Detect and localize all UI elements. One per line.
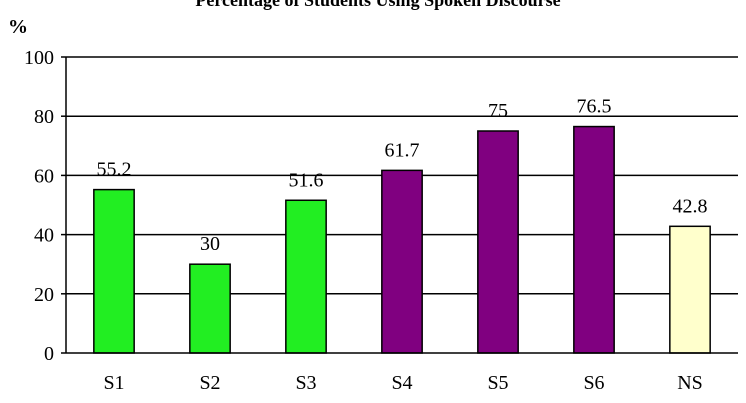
y-tick-label: 80	[34, 106, 54, 128]
bars	[93, 125, 711, 354]
labels: 0 20 40 60 80 100 55.2 S1 30 S2 51.6 S3 61.7 S4 75 S5 76…	[24, 47, 708, 394]
x-tick-label: S5	[487, 372, 508, 394]
value-label: 42.8	[673, 195, 708, 217]
bar-s5	[477, 130, 519, 354]
bar-s1	[93, 188, 135, 354]
chart-title: Percentage of Students Using Spoken Disc…	[195, 0, 560, 10]
value-label: 51.6	[289, 169, 324, 191]
x-tick-label: NS	[677, 372, 703, 394]
value-label: 76.5	[577, 96, 612, 118]
y-tick-label: 20	[34, 284, 54, 306]
x-tick-label: S6	[583, 372, 604, 394]
y-tick-label: 40	[34, 225, 54, 247]
bar-s4	[381, 169, 423, 354]
x-tick-label: S3	[295, 372, 316, 394]
value-label: 55.2	[97, 159, 132, 181]
x-tick-label: S4	[391, 372, 412, 394]
value-label: 75	[488, 100, 508, 122]
axes	[61, 56, 738, 354]
value-label: 61.7	[385, 139, 420, 161]
bar-s3	[285, 199, 327, 354]
bar-s6	[573, 125, 615, 354]
x-tick-label: S1	[103, 372, 124, 394]
bar-s2	[189, 263, 231, 354]
y-tick-label: 0	[44, 343, 54, 365]
x-tick-label: S2	[199, 372, 220, 394]
value-label: 30	[200, 233, 220, 255]
y-axis-label: %	[8, 16, 28, 38]
bar-ns	[669, 225, 711, 354]
y-tick-label: 100	[24, 47, 54, 69]
y-tick-label: 60	[34, 165, 54, 187]
